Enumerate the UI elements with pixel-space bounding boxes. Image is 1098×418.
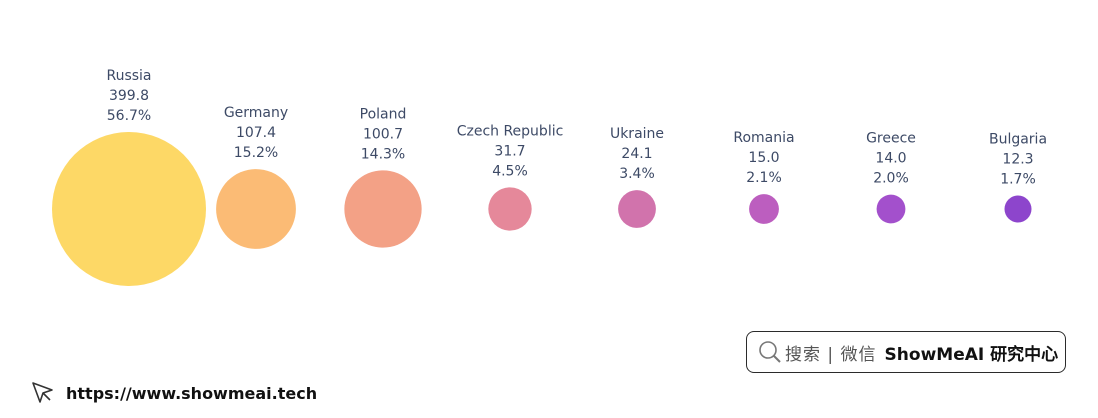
value-label: 12.3 — [1002, 151, 1033, 167]
category-label: Greece — [866, 131, 916, 147]
watermark-search-text: 搜索 | 微信 — [785, 344, 877, 365]
value-label: 24.1 — [621, 146, 652, 162]
bubble-czech-republic[interactable] — [488, 187, 532, 231]
category-label: Czech Republic — [457, 123, 564, 139]
category-label: Romania — [733, 130, 794, 146]
watermark-badge: 搜索 | 微信 ShowMeAI 研究中心 — [746, 331, 1066, 373]
bubble-poland[interactable] — [344, 170, 422, 248]
bubble-germany[interactable] — [216, 169, 296, 249]
value-label: 14.0 — [875, 151, 906, 167]
cursor-icon — [32, 382, 53, 403]
category-label: Russia — [106, 68, 151, 84]
category-label: Poland — [360, 106, 407, 122]
percent-label: 56.7% — [107, 108, 151, 124]
watermark-brand-text: ShowMeAI 研究中心 — [884, 344, 1059, 365]
value-label: 100.7 — [363, 126, 403, 142]
value-label: 15.0 — [748, 150, 779, 166]
value-label: 31.7 — [494, 143, 525, 159]
value-label: 399.8 — [109, 88, 149, 104]
bubble-chart: Russia 399.8 56.7% Germany 107.4 15.2% Poland 1… — [52, 68, 1047, 286]
bubble-greece[interactable] — [876, 194, 906, 224]
search-icon — [759, 341, 781, 363]
percent-label: 3.4% — [619, 166, 655, 182]
category-label: Ukraine — [610, 126, 664, 142]
value-label: 107.4 — [236, 125, 276, 141]
bubble-romania[interactable] — [749, 194, 779, 224]
percent-label: 14.3% — [361, 146, 405, 162]
bubble-ukraine[interactable] — [618, 190, 656, 228]
footer-url[interactable]: https://www.showmeai.tech — [66, 383, 318, 403]
bubble-bulgaria[interactable] — [1004, 195, 1032, 223]
percent-label: 2.0% — [873, 171, 909, 187]
footer-link[interactable]: https://www.showmeai.tech — [30, 378, 317, 408]
percent-label: 1.7% — [1000, 171, 1036, 187]
category-label: Bulgaria — [989, 131, 1047, 147]
category-label: Germany — [224, 105, 288, 121]
bubble-russia[interactable] — [52, 132, 206, 286]
percent-label: 15.2% — [234, 145, 278, 161]
percent-label: 4.5% — [492, 163, 528, 179]
percent-label: 2.1% — [746, 170, 782, 186]
